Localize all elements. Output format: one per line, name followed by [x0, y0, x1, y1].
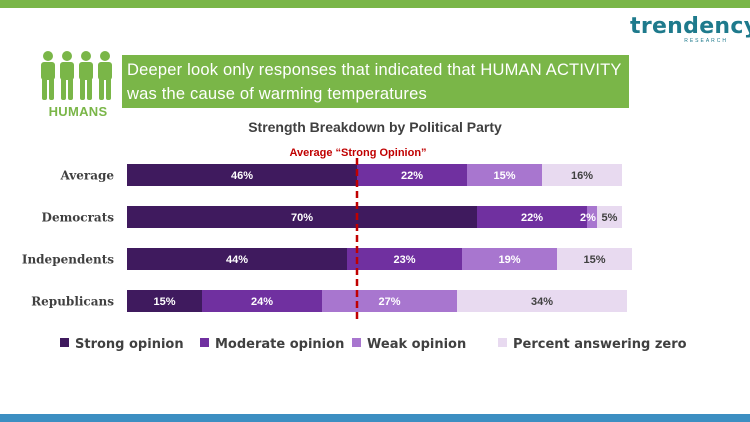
data-label: 34% — [531, 296, 553, 308]
category-label: Average — [59, 169, 114, 183]
category-label: Democrats — [42, 211, 115, 225]
bar-segment — [127, 164, 357, 186]
bar-segment — [467, 164, 542, 186]
data-label: 22% — [521, 212, 543, 224]
legend-swatch — [60, 338, 69, 347]
top-accent-bar — [0, 0, 750, 8]
data-label: 70% — [291, 212, 313, 224]
data-label: 15% — [583, 254, 605, 266]
data-label: 2% — [580, 212, 596, 224]
description-banner: Deeper look only responses that indicate… — [122, 55, 629, 108]
data-label: 19% — [498, 254, 520, 266]
bottom-accent-bar — [0, 414, 750, 422]
bar-segment — [557, 248, 632, 270]
legend-swatch — [200, 338, 209, 347]
legend-item: Moderate opinion — [200, 337, 344, 352]
data-label: 27% — [378, 296, 400, 308]
bar-segment — [477, 206, 587, 228]
legend-item: Weak opinion — [352, 337, 466, 352]
brand-logo: trendency RESEARCH — [630, 14, 750, 46]
bar-segment — [357, 164, 467, 186]
bar-segment — [587, 206, 597, 228]
bar-segment — [457, 290, 627, 312]
brand-name: trendency — [630, 14, 750, 39]
legend-swatch — [498, 338, 507, 347]
legend-label: Percent answering zero — [513, 337, 687, 352]
legend-swatch — [352, 338, 361, 347]
bar-segment — [347, 248, 462, 270]
reference-line-label: Average “Strong Opinion” — [289, 147, 427, 159]
data-label: 5% — [602, 212, 618, 224]
chart-title: Strength Breakdown by Political Party — [248, 119, 502, 135]
bar-segment — [127, 290, 202, 312]
data-label: 15% — [153, 296, 175, 308]
people-group-icon — [38, 50, 116, 102]
category-label: Republicans — [31, 295, 114, 309]
data-label: 15% — [493, 170, 515, 182]
bar-segment — [542, 164, 622, 186]
data-label: 44% — [226, 254, 248, 266]
legend-label: Moderate opinion — [215, 337, 345, 352]
data-label: 16% — [571, 170, 593, 182]
legend-label: Weak opinion — [367, 337, 467, 352]
data-label: 46% — [231, 170, 253, 182]
legend-item: Strong opinion — [60, 337, 184, 352]
bar-segment — [597, 206, 622, 228]
bar-segment — [127, 248, 347, 270]
banner-line-2: was the cause of warming temperatures — [127, 85, 427, 103]
data-label: 23% — [393, 254, 415, 266]
data-label: 22% — [401, 170, 423, 182]
humans-label: HUMANS — [48, 104, 108, 119]
bar-segment — [462, 248, 557, 270]
bar-segment — [127, 206, 477, 228]
brand-tagline: RESEARCH — [684, 38, 728, 44]
banner-line-1: Deeper look only responses that indicate… — [127, 61, 622, 79]
legend-label: Strong opinion — [75, 337, 184, 352]
bar-segment — [202, 290, 322, 312]
legend-item: Percent answering zero — [498, 337, 687, 352]
data-label: 24% — [251, 296, 273, 308]
category-label: Independents — [22, 253, 114, 267]
